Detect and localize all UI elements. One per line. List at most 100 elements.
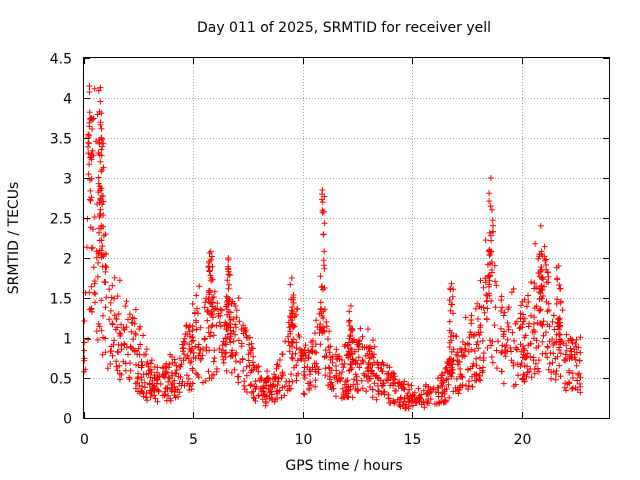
y-tick-label: 2 [63,252,72,268]
data-point [245,351,252,358]
data-point [522,332,529,339]
data-point [521,315,528,322]
data-point [258,376,265,383]
data-point [165,364,172,371]
data-point [519,375,526,382]
data-point [210,332,217,339]
data-point [508,289,515,296]
data-point [577,334,584,341]
data-point [408,382,415,389]
data-point [305,355,312,362]
data-point [410,402,416,409]
data-point [220,356,227,363]
data-point [354,381,361,388]
data-point [469,373,475,380]
data-point [173,362,180,369]
data-point [317,273,324,280]
data-point [517,363,524,370]
data-point [501,309,508,316]
data-point [475,316,481,322]
data-point [223,335,230,342]
data-point [237,359,244,366]
data-point [287,330,294,337]
data-point [193,305,200,312]
data-point [573,362,580,369]
data-point [98,297,105,304]
data-point [235,373,242,380]
y-axis-label: SRMTID / TECUs [6,182,22,295]
data-point [113,316,120,323]
data-point [571,354,578,361]
data-point [549,359,556,366]
data-point [111,312,118,319]
data-point [557,373,564,380]
data-point [347,351,354,357]
data-point [296,333,303,340]
data-point [327,343,334,350]
data-point [325,344,332,351]
data-point [560,340,567,347]
data-point [95,174,102,181]
data-point [95,180,102,187]
data-point [368,354,375,361]
data-point [358,360,364,367]
data-point [107,307,114,314]
data-point [562,380,569,387]
data-point [539,274,545,281]
data-point [442,365,449,372]
data-point [118,321,125,328]
data-point [482,237,489,244]
data-point [219,342,226,349]
data-point [356,364,363,371]
data-point [487,175,494,181]
data-point [576,380,583,387]
data-point [199,352,206,359]
data-point [173,370,180,377]
data-point [355,354,362,361]
data-point [575,371,581,378]
data-point [230,338,237,345]
data-point [338,374,345,381]
data-point [500,333,507,340]
data-point [167,397,174,404]
data-point [458,373,465,380]
data-point [567,345,574,352]
data-point [498,308,505,314]
data-point [470,360,477,367]
data-point [520,345,527,352]
data-point [378,361,385,368]
data-point [204,317,211,324]
data-point [197,324,204,331]
data-point [334,378,341,385]
data-point [265,385,272,392]
data-point [476,372,482,379]
data-point [247,382,254,389]
data-point [346,367,353,374]
data-point [462,314,469,321]
data-points [81,83,584,412]
data-point [209,294,216,301]
data-point [172,394,179,401]
data-point [325,364,332,371]
data-point [477,354,483,361]
data-point [312,341,319,348]
data-point [576,357,583,364]
data-point [194,371,201,378]
data-point [114,348,121,355]
data-point [211,306,217,313]
data-point [255,392,262,399]
data-point [530,320,537,327]
data-point [98,254,105,261]
data-point [391,399,398,406]
data-point [289,308,296,315]
data-point [81,318,88,324]
data-point [91,280,98,287]
data-point [375,387,382,394]
data-point [329,353,336,360]
data-point [550,312,557,319]
data-point [358,377,365,384]
data-point [441,397,448,404]
data-point [252,385,259,392]
data-point [81,339,88,346]
data-point [137,341,144,348]
